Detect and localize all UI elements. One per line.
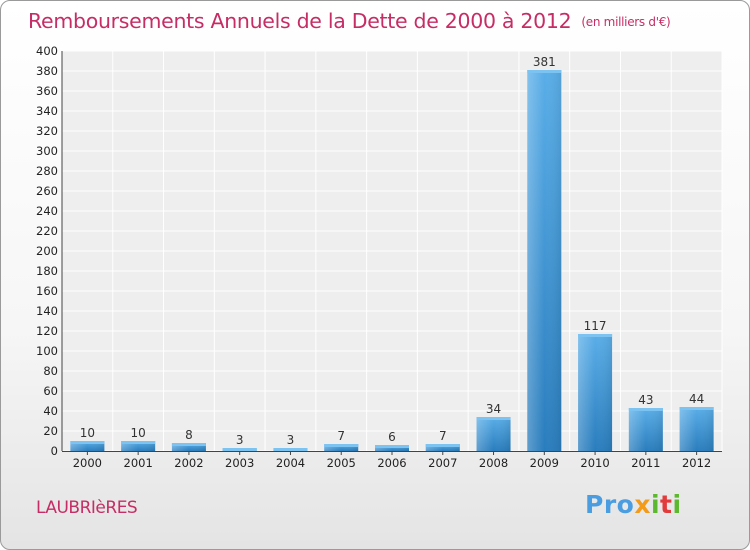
y-tick-label: 160 [36,284,58,298]
x-tick-label: 2007 [428,456,457,470]
chart-title-text: Remboursements Annuels de la Dette de 20… [28,9,572,33]
bar-cap-2002 [171,443,206,446]
data-label: 10 [131,426,146,440]
y-tick-label: 400 [36,44,58,58]
bar-sheen-2010 [578,334,613,451]
bar-cap-2004 [273,448,308,451]
bar-cap-2000 [70,441,105,444]
y-tick-label: 300 [36,144,58,158]
bar-sheen-2007 [425,444,460,451]
x-tick-label: 2005 [327,456,356,470]
bar-sheen-2008 [476,417,511,451]
bar-cap-2001 [121,441,156,444]
y-tick-label: 40 [43,404,58,418]
data-label: 44 [689,392,704,406]
y-tick-label: 60 [43,384,58,398]
data-label: 7 [439,429,447,443]
bar-cap-2012 [679,407,714,410]
chart-unit: (en milliers d'€) [581,15,671,29]
x-tick-label: 2001 [124,456,153,470]
x-tick-label: 2011 [631,456,660,470]
x-tick-label: 2008 [479,456,508,470]
data-label: 7 [337,429,345,443]
x-tick-label: 2012 [682,456,711,470]
y-tick-label: 380 [36,64,58,78]
x-tick-label: 2004 [276,456,305,470]
bar-cap-2005 [324,444,359,447]
y-tick-label: 220 [36,224,58,238]
data-label: 10 [80,426,95,440]
data-label: 117 [584,319,607,333]
bar-cap-2008 [476,417,511,420]
y-tick-label: 340 [36,104,58,118]
x-tick-label: 2003 [225,456,254,470]
y-tick-label: 260 [36,184,58,198]
y-tick-label: 240 [36,204,58,218]
data-label: 8 [185,428,193,442]
data-label: 3 [236,433,244,447]
bar-sheen-2005 [324,444,359,451]
x-tick-label: 2006 [377,456,406,470]
y-tick-label: 360 [36,84,58,98]
axis-layer: 0 20 40 60 80 100 120 140 160 180 200 220 240 260 280 3… [36,44,722,458]
data-label: 34 [486,402,501,416]
chart-title: Remboursements Annuels de la Dette de 20… [28,9,671,33]
commune-name: LAUBRIèRES [36,498,138,518]
bar-sheen-2011 [628,408,663,451]
grid-layer [61,50,723,452]
y-tick-label: 20 [43,424,58,438]
y-tick-label: 280 [36,164,58,178]
bar-cap-2010 [578,334,613,337]
data-label: 6 [388,430,396,444]
y-tick-label: 80 [43,364,58,378]
data-label: 381 [533,55,556,69]
bar-sheen-2002 [171,443,206,451]
bar-cap-2009 [527,70,562,73]
bar-cap-2011 [628,408,663,411]
y-tick-label: 100 [36,344,58,358]
y-tick-label: 320 [36,124,58,138]
bar-sheen-2001 [121,441,156,451]
bar-sheen-2012 [679,407,714,451]
label-layer: 2000 10 2001 10 2002 8 2003 3 2004 3 2005 7 2006 6 200… [73,55,712,470]
y-tick-label: 140 [36,304,58,318]
x-tick-label: 2002 [174,456,203,470]
bar-sheen-2009 [527,70,562,451]
data-label: 43 [638,393,653,407]
x-tick-label: 2009 [530,456,559,470]
bar-sheen-2000 [70,441,105,451]
data-label: 3 [287,433,295,447]
bar-layer [70,70,714,451]
y-tick-label: 200 [36,244,58,258]
x-tick-label: 2010 [580,456,609,470]
proxiti-logo: Proxiti [585,490,682,519]
bar-cap-2007 [425,444,460,447]
y-tick-label: 120 [36,324,58,338]
y-tick-label: 180 [36,264,58,278]
y-tick-label: 0 [51,444,58,458]
x-tick-label: 2000 [73,456,102,470]
bar-cap-2006 [375,445,409,448]
bar-cap-2003 [222,448,257,451]
